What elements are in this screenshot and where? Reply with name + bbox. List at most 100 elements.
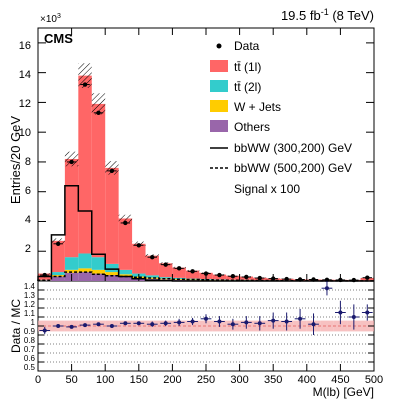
uncertainty-hatch — [51, 238, 65, 244]
stack-bar — [158, 278, 173, 280]
stack-bar — [91, 103, 106, 258]
ratio-point — [56, 324, 61, 328]
ratio-point — [284, 319, 289, 324]
ratio-point — [230, 322, 235, 327]
data-point — [284, 276, 289, 282]
data-point — [176, 266, 182, 271]
ratio-point — [136, 321, 141, 326]
data-point — [324, 277, 330, 283]
legend-wjets-swatch — [210, 100, 228, 112]
y-tick-label: 14 — [19, 69, 31, 81]
ratio-uncertainty-band — [333, 320, 348, 332]
stack-bar — [132, 243, 146, 274]
ratio-point — [177, 320, 182, 325]
data-point — [163, 262, 168, 267]
stack-bar — [158, 263, 173, 278]
x-tick-label: 100 — [96, 374, 114, 386]
uncertainty-hatch — [118, 214, 133, 223]
data-point — [150, 254, 155, 260]
stack-bar — [51, 276, 65, 281]
ratio-y-tick-label: 1.4 — [24, 282, 36, 291]
stack-bar — [145, 255, 159, 276]
y-tick-label: 4 — [25, 214, 31, 226]
x-tick-label: 250 — [197, 374, 215, 386]
ratio-point — [83, 323, 88, 328]
ratio-y-tick-label: 0.7 — [24, 345, 36, 354]
legend-tt1l-swatch — [210, 60, 228, 72]
ratio-point — [190, 319, 195, 324]
lumi-label: 19.5 fb-1 (8 TeV) — [281, 7, 374, 23]
ratio-point — [217, 319, 222, 324]
legend-signal-scale: Signal x 100 — [234, 182, 300, 196]
uncertainty-hatch — [91, 93, 106, 115]
ratio-y-tick-label: 0.6 — [24, 354, 36, 363]
ratio-point — [365, 310, 370, 315]
ratio-point — [96, 322, 101, 327]
ratio-y-tick-label: 0.5 — [24, 363, 36, 372]
ratio-point — [123, 321, 128, 326]
legend-tt2l-label: tt̄ (2l) — [234, 80, 261, 94]
data-point — [190, 269, 195, 274]
ratio-point — [109, 324, 114, 328]
legend-others-swatch — [210, 120, 228, 132]
axis-ticks — [37, 28, 375, 372]
stack-bar — [118, 274, 133, 277]
y-tick-label: 8 — [25, 156, 31, 168]
y-tick-label: 16 — [19, 40, 31, 52]
ratio-y-tick-label: 1.2 — [24, 300, 36, 309]
stack-bar — [91, 273, 106, 281]
x-tick-label: 200 — [163, 374, 181, 386]
data-point — [230, 274, 236, 279]
ratio-point — [244, 320, 249, 325]
ratio-y-tick-label: 0.9 — [24, 327, 36, 336]
uncertainty-hatch — [78, 63, 92, 88]
x-tick-label: 0 — [35, 374, 41, 386]
data-point — [217, 272, 222, 278]
ratio-point — [69, 324, 74, 329]
stack-bar — [78, 268, 92, 273]
data-point — [351, 277, 357, 283]
y-multiplier: ×103 — [40, 13, 61, 25]
main-y-tick-labels: 2 4 6 8 10 12 14 16 — [19, 40, 31, 255]
ratio-uncertainty-band — [360, 320, 374, 332]
data-point — [42, 272, 47, 278]
ratio-point — [42, 328, 47, 333]
ratio-uncertainty-band — [118, 320, 133, 332]
stack-bar — [212, 279, 227, 281]
stack-bar — [78, 272, 92, 281]
x-tick-label: 450 — [331, 374, 349, 386]
ratio-uncertainty-band — [199, 320, 213, 332]
y-tick-label: 2 — [25, 243, 31, 255]
stack-bar — [105, 275, 119, 281]
ratio-y-tick-labels: 0.5 0.6 0.7 0.8 0.9 1 1.1 1.2 1.3 1.4 — [24, 282, 36, 372]
legend-sig500-label: bbWW (500,200) GeV — [234, 161, 352, 175]
x-tick-label: 350 — [264, 374, 282, 386]
stack-bar — [78, 75, 92, 254]
stack-bar — [51, 240, 65, 273]
ratio-plot-marks — [38, 281, 374, 372]
stack-bar — [158, 277, 173, 279]
stack-bar — [105, 263, 119, 273]
ratio-point — [271, 318, 276, 323]
legend-others-label: Others — [234, 120, 270, 134]
ratio-uncertainty-band — [185, 320, 200, 332]
stack-bar — [91, 257, 106, 270]
legend-sig300-label: bbWW (300,200) GeV — [234, 141, 352, 155]
legend-data-label: Data — [234, 39, 260, 53]
legend: Data tt̄ (1l) tt̄ (2l) W + Jets Others b… — [210, 39, 352, 196]
y-tick-label: 10 — [19, 127, 31, 139]
data-point — [109, 168, 115, 174]
x-tick-label: 150 — [130, 374, 148, 386]
ratio-point — [150, 322, 155, 327]
legend-data-marker — [216, 43, 222, 49]
ratio-point — [338, 310, 343, 315]
ratio-point — [324, 286, 329, 291]
stack-bar — [185, 270, 200, 279]
stack-bar — [105, 167, 119, 264]
legend-tt2l-swatch — [210, 80, 228, 92]
data-point — [123, 220, 128, 226]
x-tick-label: 500 — [365, 374, 383, 386]
ratio-point — [257, 321, 262, 326]
data-point — [136, 243, 141, 248]
stack-bar — [64, 257, 79, 270]
